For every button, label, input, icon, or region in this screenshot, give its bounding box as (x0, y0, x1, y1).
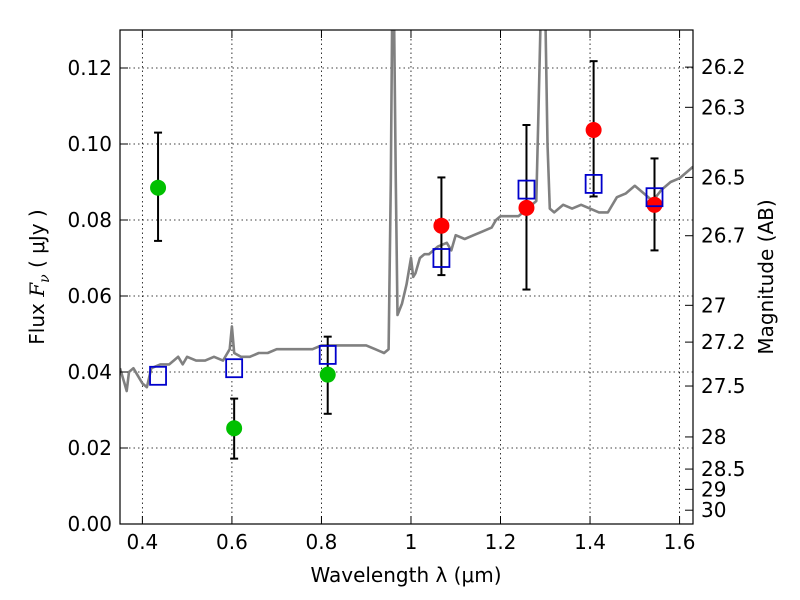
photometry-points (149, 60, 664, 460)
y2-tick-label: 26.7 (701, 224, 746, 248)
model-square (318, 344, 337, 365)
y-tick-label: 0.10 (67, 132, 112, 156)
data-point (518, 199, 535, 216)
y2-tick-label: 29 (701, 477, 726, 501)
model-square (432, 248, 451, 268)
data-point (150, 179, 167, 196)
y-tick-label: 0.06 (67, 284, 112, 308)
y-tick-label: 0.00 (67, 512, 112, 536)
x-tick-label: 1.6 (664, 530, 696, 554)
y-label-pre: Flux (25, 297, 49, 345)
x-tick-label: 0.8 (306, 530, 338, 554)
model-square (584, 173, 603, 194)
data-point (433, 217, 450, 234)
y-tick-label: 0.04 (67, 360, 112, 384)
x-tick-label: 0.6 (216, 530, 248, 554)
spectrum-line (120, 30, 693, 393)
y2-tick-label: 30 (701, 498, 726, 522)
y2-tick-label: 26.3 (701, 95, 746, 119)
model-square (225, 358, 244, 379)
y-tick-label: 0.12 (67, 56, 112, 80)
tick-labels: 0.4 0.6 0.8 1 1.2 1.4 1.6 0.00 0.02 0.04 0.06 0.08 0… (67, 55, 745, 554)
y2-tick-label: 27.2 (701, 330, 746, 354)
y2-tick-label: 28.5 (701, 457, 746, 481)
y-tick-label: 0.08 (67, 208, 112, 232)
x-axis-label: Wavelength λ (μm) (310, 563, 501, 587)
x-tick-label: 1.2 (485, 530, 517, 554)
y-label-var: F (25, 282, 49, 298)
model-spectrum (120, 30, 693, 393)
y-label-sub: ν (37, 274, 53, 283)
axis-ticks (120, 30, 693, 525)
plot-frame (119, 29, 694, 525)
model-square (645, 187, 664, 208)
x-tick-label: 1 (405, 530, 418, 554)
y2-tick-label: 26.5 (701, 165, 746, 189)
x-tick-label: 0.4 (126, 530, 158, 554)
model-square (517, 179, 536, 200)
y2-tick-label: 27.5 (701, 374, 746, 398)
data-point (226, 420, 243, 437)
data-point (585, 121, 602, 138)
y-label-post: ( μJy ) (25, 209, 49, 274)
x-tick-label: 1.4 (574, 530, 606, 554)
y2-tick-label: 27 (701, 293, 726, 317)
data-point (319, 366, 336, 383)
y-tick-label: 0.02 (67, 436, 112, 460)
model-square (149, 365, 167, 386)
data-point (646, 196, 663, 213)
y2-tick-label: 28 (701, 425, 726, 449)
y2-axis-label: Magnitude (AB) (754, 199, 778, 354)
grid-lines (120, 30, 693, 525)
y-axis-label: Flux Fν ( μJy ) (25, 209, 53, 344)
y2-tick-label: 26.2 (701, 55, 746, 79)
